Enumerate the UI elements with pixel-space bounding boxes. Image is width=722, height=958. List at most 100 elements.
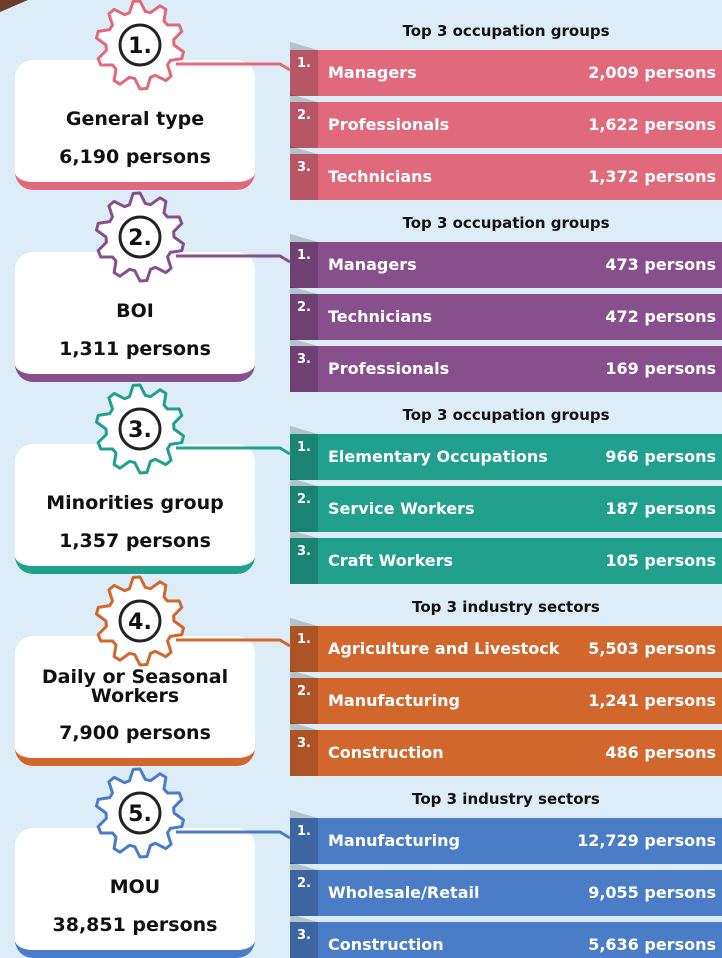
item-name: Craft Workers — [328, 551, 454, 570]
item-row: 1. Elementary Occupations 966 persons — [290, 426, 722, 480]
item-rank: 1. — [297, 440, 311, 455]
item-name: Managers — [328, 255, 417, 274]
rank-tab — [290, 810, 318, 864]
rank-tab — [290, 338, 318, 392]
item-row: 2. Service Workers 187 persons — [290, 478, 722, 532]
item-value: 1,372 persons — [588, 167, 716, 186]
rank-tab — [290, 670, 318, 724]
item-value: 9,055 persons — [588, 883, 716, 902]
category-title: BOI — [116, 300, 154, 322]
item-rank: 1. — [297, 632, 311, 647]
item-name: Manufacturing — [328, 831, 460, 850]
item-value: 2,009 persons — [588, 63, 716, 82]
item-rank: 2. — [297, 876, 311, 891]
category-total: 6,190 persons — [59, 146, 211, 168]
rank-tab — [290, 478, 318, 532]
category-total: 1,357 persons — [59, 530, 211, 552]
item-rank: 3. — [297, 352, 311, 367]
item-row: 3. Technicians 1,372 persons — [290, 146, 722, 200]
item-name: Manufacturing — [328, 691, 460, 710]
corner-shape — [0, 0, 28, 12]
category-title: MOU — [109, 876, 161, 898]
item-rank: 2. — [297, 684, 311, 699]
rank-tab — [290, 94, 318, 148]
category-total: 1,311 persons — [59, 338, 211, 360]
item-value: 1,241 persons — [588, 691, 716, 710]
item-rank: 3. — [297, 544, 311, 559]
rank-tab — [290, 530, 318, 584]
gear-center — [118, 23, 162, 67]
gear-center — [118, 215, 162, 259]
rank-tab — [290, 914, 318, 958]
section-heading: Top 3 industry sectors — [412, 790, 600, 808]
item-row: 3. Craft Workers 105 persons — [290, 530, 722, 584]
category-number: 2. — [128, 226, 152, 251]
item-rank: 2. — [297, 108, 311, 123]
category-number: 3. — [128, 418, 152, 443]
item-value: 473 persons — [605, 255, 716, 274]
category-title: Daily or Seasonal Workers — [41, 666, 229, 707]
item-name: Professionals — [328, 115, 450, 134]
item-row: 2. Technicians 472 persons — [290, 286, 722, 340]
item-row: 1. Manufacturing 12,729 persons — [290, 810, 722, 864]
item-name: Technicians — [328, 307, 433, 326]
category-total: 7,900 persons — [59, 722, 211, 744]
item-rank: 1. — [297, 824, 311, 839]
item-name: Elementary Occupations — [328, 447, 548, 466]
item-rank: 1. — [297, 56, 311, 71]
category-title: General type — [65, 108, 205, 130]
item-value: 169 persons — [605, 359, 716, 378]
category-number: 4. — [128, 610, 152, 635]
item-rank: 3. — [297, 928, 311, 943]
category-total: 38,851 persons — [52, 914, 218, 936]
item-value: 966 persons — [605, 447, 716, 466]
item-name: Service Workers — [328, 499, 475, 518]
item-value: 5,636 persons — [588, 935, 716, 954]
rank-tab — [290, 862, 318, 916]
item-rank: 1. — [297, 248, 311, 263]
item-name: Professionals — [328, 359, 450, 378]
item-value: 472 persons — [605, 307, 716, 326]
item-name: Technicians — [328, 167, 433, 186]
item-value: 486 persons — [605, 743, 716, 762]
item-row: 2. Manufacturing 1,241 persons — [290, 670, 722, 724]
rank-tab — [290, 42, 318, 96]
category-number: 1. — [128, 34, 152, 59]
item-row: 1. Managers 2,009 persons — [290, 42, 722, 96]
item-value: 12,729 persons — [577, 831, 716, 850]
item-name: Wholesale/Retail — [328, 883, 480, 902]
gear-center — [118, 407, 162, 451]
section-heading: Top 3 occupation groups — [402, 406, 610, 424]
item-value: 105 persons — [605, 551, 716, 570]
rank-tab — [290, 286, 318, 340]
item-name: Agriculture and Livestock — [328, 639, 560, 658]
rank-tab — [290, 722, 318, 776]
item-name: Construction — [328, 743, 444, 762]
section-heading: Top 3 industry sectors — [412, 598, 600, 616]
section-heading: Top 3 occupation groups — [402, 214, 610, 232]
item-rank: 3. — [297, 160, 311, 175]
item-name: Construction — [328, 935, 444, 954]
item-rank: 2. — [297, 492, 311, 507]
category-title: Minorities group — [46, 492, 224, 514]
gear-center — [118, 791, 162, 835]
section-heading: Top 3 occupation groups — [402, 22, 610, 40]
rank-tab — [290, 618, 318, 672]
item-name: Managers — [328, 63, 417, 82]
rank-tab — [290, 146, 318, 200]
item-row: 1. Managers 473 persons — [290, 234, 722, 288]
item-value: 1,622 persons — [588, 115, 716, 134]
item-row: 2. Wholesale/Retail 9,055 persons — [290, 862, 722, 916]
rank-tab — [290, 426, 318, 480]
item-row: 3. Professionals 169 persons — [290, 338, 722, 392]
gear-center — [118, 599, 162, 643]
item-row: 2. Professionals 1,622 persons — [290, 94, 722, 148]
item-row: 1. Agriculture and Livestock 5,503 persons — [290, 618, 722, 672]
item-value: 5,503 persons — [588, 639, 716, 658]
item-rank: 3. — [297, 736, 311, 751]
item-row: 3. Construction 5,636 persons — [290, 914, 722, 958]
item-rank: 2. — [297, 300, 311, 315]
rank-tab — [290, 234, 318, 288]
item-row: 3. Construction 486 persons — [290, 722, 722, 776]
